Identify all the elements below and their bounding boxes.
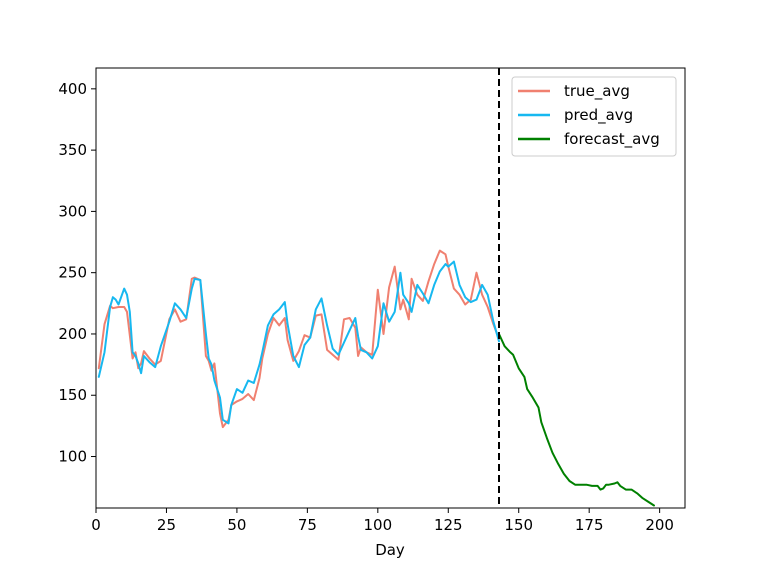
x-axis-title: Day [375,541,405,559]
series-layer [97,249,655,507]
x-tick-label: 150 [504,516,533,534]
legend-label-pred-avg: pred_avg [564,106,633,125]
x-tick-label: 75 [298,516,317,534]
y-axis: 100 150 200 250 300 350 400 [58,80,96,466]
y-tick-label: 400 [58,80,87,98]
y-tick-label: 150 [58,386,87,404]
y-tick-label: 350 [58,141,87,159]
legend-label-forecast-avg: forecast_avg [564,130,660,149]
x-axis: 0 25 50 75 100 125 150 175 200 [91,508,674,534]
x-tick-label: 25 [157,516,176,534]
x-tick-label: 50 [227,516,246,534]
y-tick-label: 300 [58,202,87,220]
legend-label-true-avg: true_avg [564,82,630,101]
series-line-forecast-avg [498,333,655,507]
x-tick-label: 0 [91,516,101,534]
plot-frame [95,67,686,509]
x-tick-label: 200 [645,516,674,534]
legend: true_avg pred_avg forecast_avg [511,76,677,157]
y-tick-label: 250 [58,264,87,282]
y-tick-label: 100 [58,448,87,466]
legend-box [511,76,677,157]
x-tick-label: 175 [575,516,604,534]
series-line-pred-avg [97,260,500,425]
x-tick-label: 125 [434,516,463,534]
x-tick-label: 100 [363,516,392,534]
y-tick-label: 200 [58,325,87,343]
